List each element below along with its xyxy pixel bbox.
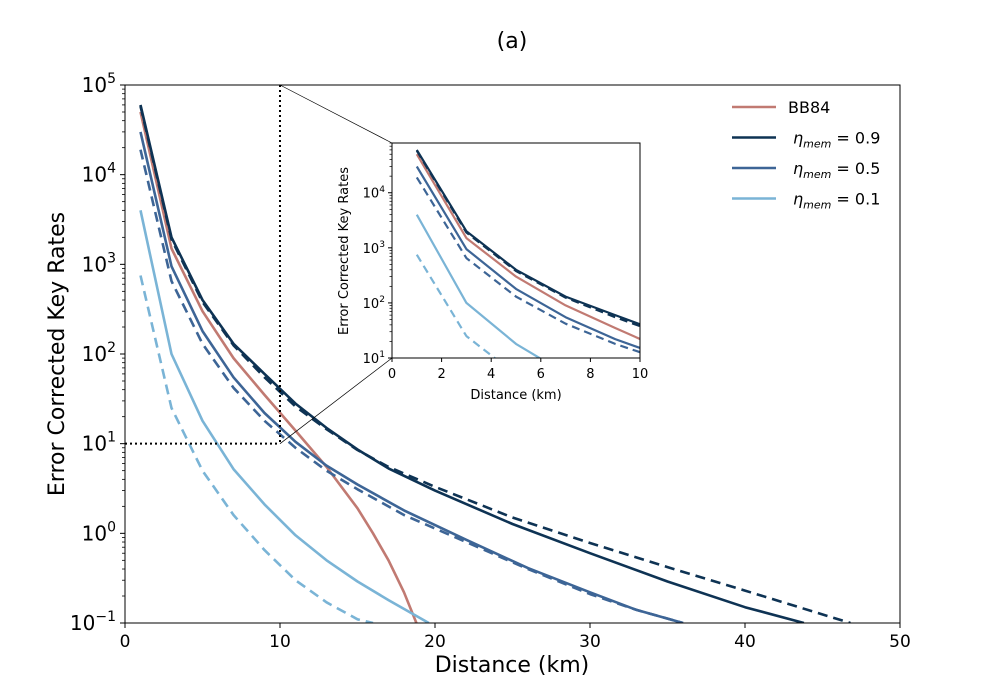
series-line-5 [139,210,430,623]
inset-y-tick-label: 102 [363,295,385,312]
inset-series-line-0 [415,153,640,341]
inset-x-tick-label: 2 [437,367,445,382]
x-axis-label: Distance (km) [435,653,590,678]
inset-series-line-5 [415,214,542,358]
y-tick-label: 102 [82,340,116,366]
inset-y-tick-label: 101 [363,350,385,367]
x-tick-label: 40 [734,632,756,652]
y-tick-label: 105 [82,71,116,97]
series-line-4 [139,149,684,623]
inset-series-line-3 [415,165,640,350]
series-line-6 [139,275,374,623]
chart-title: (a) [497,29,528,54]
zoom-connector-top [279,84,393,144]
x-tick-label: 50 [889,632,911,652]
y-tick-label: 101 [82,430,116,456]
legend-label: ηmem = 0.1 [793,190,880,212]
x-tick-label: 10 [269,632,291,652]
legend-label: ηmem = 0.9 [793,129,880,151]
inset-y-tick-label: 103 [363,240,386,257]
y-tick-label: 103 [82,250,116,276]
inset-x-tick-label: 0 [388,367,396,382]
series-line-0 [139,111,418,623]
inset-x-tick-label: 8 [586,367,594,382]
x-tick-label: 30 [579,632,601,652]
inset-x-tick-label: 6 [537,367,545,382]
inset-y-tick-label: 104 [363,185,386,202]
zoom-connector-bottom [279,357,393,444]
y-axis-label: Error Corrected Key Rates [45,212,70,496]
x-tick-label: 0 [120,632,131,652]
legend-label: ηmem = 0.5 [793,159,880,181]
y-tick-label: 100 [82,519,116,545]
y-tick-label: 104 [82,161,116,187]
series-line-3 [139,131,684,623]
legend-label: BB84 [788,98,830,117]
series-line-2 [139,105,851,623]
inset-x-axis-label: Distance (km) [470,388,561,403]
y-tick-label: 10−1 [70,609,116,635]
legend: BB84 ηmem = 0.9 ηmem = 0.5 ηmem = 0.1 [732,98,880,212]
x-tick-label: 20 [424,632,446,652]
inset-x-tick-label: 4 [487,367,495,382]
inset-x-tick-label: 10 [632,367,649,382]
inset-y-axis-label: Error Corrected Key Rates [337,167,352,335]
